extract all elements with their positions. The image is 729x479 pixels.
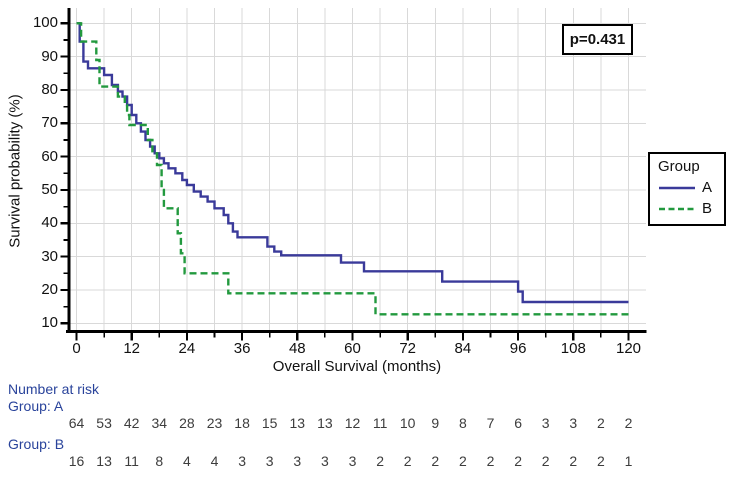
- x-tick-label: 72: [399, 340, 417, 357]
- risk-count: 8: [458, 415, 467, 431]
- legend-line-b-icon: [659, 207, 695, 210]
- legend-line-a-icon: [659, 186, 695, 189]
- x-tick-label: 120: [615, 340, 642, 357]
- risk-count: 15: [261, 415, 278, 431]
- risk-count: 1: [624, 453, 633, 469]
- risk-count: 3: [348, 453, 357, 469]
- risk-count: 23: [206, 415, 223, 431]
- risk-count: 3: [541, 415, 550, 431]
- risk-count: 18: [234, 415, 250, 431]
- y-tick-label: 30: [41, 247, 58, 265]
- y-tick-label: 50: [41, 180, 58, 198]
- p-value-box: p=0.431: [562, 24, 633, 55]
- x-tick-label: 0: [72, 340, 81, 357]
- risk-count: 2: [596, 415, 605, 431]
- y-tick-label: 10: [41, 314, 58, 332]
- y-tick-label: 40: [41, 214, 58, 232]
- risk-count: 4: [182, 453, 191, 469]
- x-tick-label: 96: [509, 340, 527, 357]
- p-value-text: p=0.431: [569, 31, 626, 48]
- risk-count: 10: [399, 415, 416, 431]
- risk-count: 64: [68, 415, 85, 431]
- legend-item-group-a: A: [658, 179, 724, 196]
- risk-count: 2: [569, 453, 578, 469]
- risk-count: 3: [569, 415, 578, 431]
- legend-label-b: B: [702, 200, 713, 217]
- risk-count: 9: [431, 415, 440, 431]
- risk-count: 28: [179, 415, 195, 431]
- risk-count: 34: [151, 415, 168, 431]
- risk-count: 2: [514, 453, 522, 469]
- legend-item-group-b: B: [658, 200, 724, 217]
- risk-count: 7: [486, 415, 495, 431]
- x-tick-label: 60: [344, 340, 361, 357]
- risk-count: 3: [293, 453, 302, 469]
- y-tick-label: 80: [41, 80, 58, 98]
- risk-count: 6: [514, 415, 522, 431]
- y-tick-label: 60: [41, 147, 58, 165]
- risk-count: 11: [124, 453, 139, 469]
- risk-count: 3: [265, 453, 274, 469]
- risk-count: 2: [458, 453, 467, 469]
- risk-count: 2: [376, 453, 384, 469]
- y-tick-label: 20: [41, 280, 58, 298]
- risk-count: 16: [68, 453, 85, 469]
- risk-count: 4: [210, 453, 219, 469]
- risk-count: 2: [486, 453, 495, 469]
- risk-count: 2: [596, 453, 605, 469]
- risk-count: 12: [344, 415, 361, 431]
- x-tick-label: 108: [560, 340, 586, 357]
- risk-count: 53: [96, 415, 112, 431]
- risk-count: 13: [289, 415, 306, 431]
- risk-count: 2: [431, 453, 440, 469]
- risk-count: 13: [96, 453, 112, 469]
- risk-count: 3: [320, 453, 329, 469]
- x-tick-label: 48: [288, 340, 306, 357]
- legend-label-a: A: [702, 179, 713, 196]
- risk-count: 2: [403, 453, 412, 469]
- risk-count: 13: [317, 415, 333, 431]
- x-tick-label: 36: [233, 340, 251, 357]
- risk-count: 3: [238, 453, 246, 469]
- risk-table-header: Number at risk: [8, 381, 100, 397]
- risk-count: 2: [624, 415, 633, 431]
- x-tick-label: 12: [123, 340, 141, 357]
- y-tick-label: 100: [32, 14, 58, 32]
- risk-count: 2: [541, 453, 550, 469]
- x-tick-label: 84: [454, 340, 472, 357]
- x-tick-label: 24: [178, 340, 196, 357]
- x-axis-title: Overall Survival (months): [272, 358, 442, 375]
- risk-group-a-label: Group: A: [8, 398, 64, 414]
- y-tick-label: 70: [41, 114, 58, 132]
- risk-count: 11: [372, 415, 388, 431]
- risk-count: 42: [123, 415, 140, 431]
- y-axis-title: Survival probability (%): [6, 94, 24, 248]
- legend: Group A B: [648, 152, 726, 226]
- risk-group-b-label: Group: B: [8, 436, 65, 452]
- risk-count: 8: [155, 453, 164, 469]
- y-tick-label: 90: [41, 47, 58, 65]
- legend-title: Group: [658, 158, 700, 175]
